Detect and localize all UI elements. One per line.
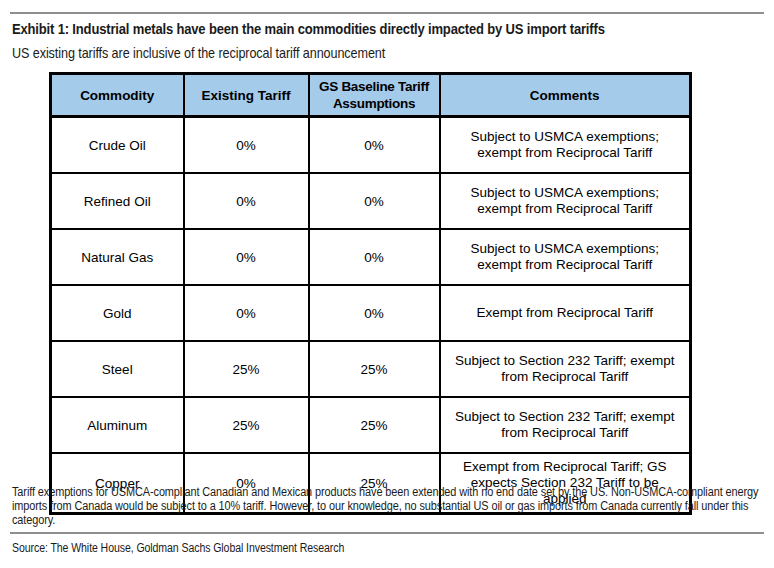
cell-existing-tariff: 0% [184, 229, 309, 285]
footnote: Tariff exemptions for USMCA-compliant Ca… [12, 485, 774, 527]
cell-gs-baseline: 0% [309, 285, 440, 341]
top-divider [10, 12, 764, 14]
cell-gs-baseline: 0% [309, 117, 440, 174]
source-line: Source: The White House, Goldman Sachs G… [12, 541, 344, 555]
cell-existing-tariff: 25% [184, 341, 309, 397]
cell-existing-tariff: 0% [184, 285, 309, 341]
cell-comments: Exempt from Reciprocal Tariff [440, 285, 691, 341]
header-commodity: Commodity [51, 74, 184, 117]
cell-comments: Subject to Section 232 Tariff; exempt fr… [440, 397, 691, 453]
cell-commodity: Gold [51, 285, 184, 341]
cell-gs-baseline: 25% [309, 341, 440, 397]
table-row-refined-oil: Refined Oil 0% 0% Subject to USMCA exemp… [51, 173, 691, 229]
table-row-aluminum: Aluminum 25% 25% Subject to Section 232 … [51, 397, 691, 453]
table-row-natural-gas: Natural Gas 0% 0% Subject to USMCA exemp… [51, 229, 691, 285]
table-row-crude-oil: Crude Oil 0% 0% Subject to USMCA exempti… [51, 117, 691, 174]
cell-gs-baseline: 0% [309, 173, 440, 229]
table-row-steel: Steel 25% 25% Subject to Section 232 Tar… [51, 341, 691, 397]
cell-existing-tariff: 0% [184, 173, 309, 229]
cell-commodity: Aluminum [51, 397, 184, 453]
header-existing-tariff: Existing Tariff [184, 74, 309, 117]
cell-commodity: Refined Oil [51, 173, 184, 229]
header-row: Commodity Existing Tariff GS Baseline Ta… [51, 74, 691, 117]
cell-commodity: Natural Gas [51, 229, 184, 285]
cell-existing-tariff: 25% [184, 397, 309, 453]
table-row-gold: Gold 0% 0% Exempt from Reciprocal Tariff [51, 285, 691, 341]
bottom-divider [10, 532, 764, 534]
exhibit-page: Exhibit 1: Industrial metals have been t… [0, 0, 774, 568]
cell-gs-baseline: 25% [309, 397, 440, 453]
tariff-table: Commodity Existing Tariff GS Baseline Ta… [49, 72, 692, 515]
header-comments: Comments [440, 74, 691, 117]
exhibit-title: Exhibit 1: Industrial metals have been t… [12, 20, 605, 38]
header-gs-baseline: GS Baseline Tariff Assumptions [309, 74, 440, 117]
cell-commodity: Crude Oil [51, 117, 184, 174]
cell-commodity: Steel [51, 341, 184, 397]
cell-existing-tariff: 0% [184, 117, 309, 174]
cell-comments: Subject to USMCA exemptions; exempt from… [440, 173, 691, 229]
cell-gs-baseline: 0% [309, 229, 440, 285]
cell-comments: Subject to USMCA exemptions; exempt from… [440, 229, 691, 285]
cell-comments: Subject to Section 232 Tariff; exempt fr… [440, 341, 691, 397]
cell-comments: Subject to USMCA exemptions; exempt from… [440, 117, 691, 174]
exhibit-subtitle: US existing tariffs are inclusive of the… [12, 44, 385, 61]
